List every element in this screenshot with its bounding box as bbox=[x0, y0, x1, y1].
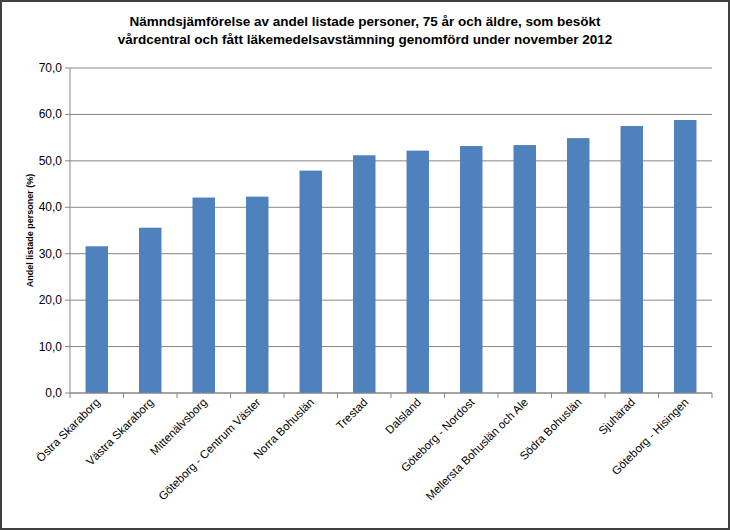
bar bbox=[353, 155, 375, 393]
y-tick-label: 40,0 bbox=[39, 200, 63, 214]
y-tick-label: 60,0 bbox=[39, 107, 63, 121]
x-tick-label: Sjuhärad bbox=[596, 396, 637, 437]
x-tick bbox=[391, 393, 392, 398]
y-tick bbox=[65, 160, 70, 161]
grid-line bbox=[70, 346, 712, 347]
x-tick-label: Norra Bohuslän bbox=[251, 396, 316, 461]
x-tick-label: Södra Bohuslän bbox=[517, 396, 583, 462]
grid-line bbox=[70, 253, 712, 254]
y-tick bbox=[65, 114, 70, 115]
y-tick bbox=[65, 253, 70, 254]
y-tick-label: 70,0 bbox=[39, 61, 63, 75]
bar bbox=[193, 198, 215, 393]
x-tick-label: Göteborg - Hisingen bbox=[609, 396, 690, 477]
x-tick bbox=[498, 393, 499, 398]
y-tick bbox=[65, 346, 70, 347]
y-axis bbox=[70, 68, 71, 393]
x-tick-label: Mellersta Bohuslän och Ale bbox=[424, 396, 531, 503]
bar bbox=[621, 126, 643, 393]
grid-line bbox=[70, 68, 712, 69]
y-tick-label: 20,0 bbox=[39, 293, 63, 307]
bar bbox=[460, 146, 482, 393]
y-tick bbox=[65, 300, 70, 301]
x-tick bbox=[712, 393, 713, 398]
bar bbox=[514, 145, 536, 393]
y-tick bbox=[65, 207, 70, 208]
x-tick bbox=[658, 393, 659, 398]
bars bbox=[86, 120, 697, 393]
chart-frame bbox=[1, 1, 729, 529]
x-tick bbox=[337, 393, 338, 398]
chart-title: Nämndsjämförelse av andel listade person… bbox=[118, 14, 612, 47]
grid-line bbox=[70, 207, 712, 208]
y-tick-label: 0,0 bbox=[45, 386, 62, 400]
bar bbox=[246, 197, 268, 393]
bar bbox=[407, 151, 429, 393]
x-tick-label: Västra Skaraborg bbox=[84, 396, 156, 468]
x-tick-label: Dalsland bbox=[383, 396, 423, 436]
y-tick-label: 50,0 bbox=[39, 154, 63, 168]
x-tick bbox=[605, 393, 606, 398]
y-tick bbox=[65, 68, 70, 69]
bar bbox=[300, 171, 322, 393]
bar bbox=[674, 120, 696, 393]
x-tick-label: Trestad bbox=[334, 396, 370, 432]
x-tick-label: Göteborg - Centrum Väster bbox=[156, 396, 263, 503]
grid-line bbox=[70, 114, 712, 115]
x-tick bbox=[551, 393, 552, 398]
x-tick bbox=[70, 393, 71, 398]
bar bbox=[567, 138, 589, 393]
y-tick bbox=[65, 393, 70, 394]
y-axis-label: Andel listade personer (%) bbox=[25, 174, 35, 288]
grid-line bbox=[70, 160, 712, 161]
bar bbox=[86, 246, 108, 393]
x-tick-label: Mittenälvsborg bbox=[148, 396, 209, 457]
x-tick bbox=[123, 393, 124, 398]
y-tick-label: 10,0 bbox=[39, 340, 63, 354]
x-tick bbox=[230, 393, 231, 398]
grid-line bbox=[70, 300, 712, 301]
chart: Nämndsjämförelse av andel listade person… bbox=[0, 0, 730, 530]
x-tick bbox=[444, 393, 445, 398]
bar bbox=[139, 228, 161, 393]
x-tick bbox=[284, 393, 285, 398]
y-tick-label: 30,0 bbox=[39, 247, 63, 261]
x-tick bbox=[177, 393, 178, 398]
